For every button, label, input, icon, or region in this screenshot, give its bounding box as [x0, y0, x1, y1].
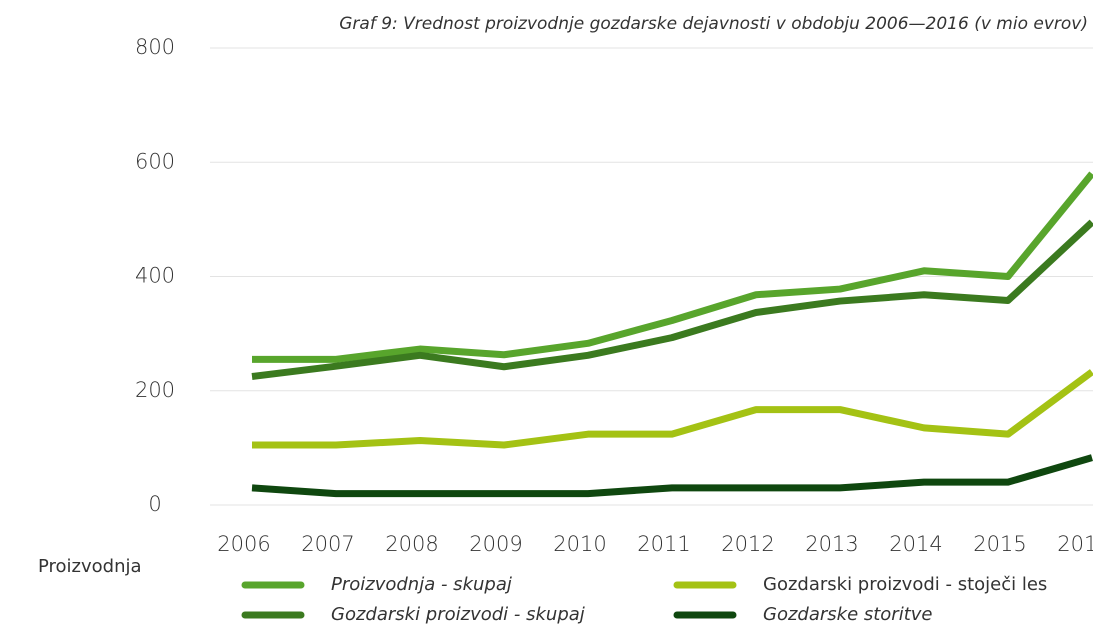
- x-tick-label: 2012: [721, 532, 774, 556]
- x-tick-label: 2011: [637, 532, 690, 556]
- x-axis-label: Proizvodnja: [38, 556, 142, 577]
- y-tick-label: 200: [135, 378, 175, 402]
- series-line: [251, 454, 1093, 498]
- x-tick-label: 2006: [217, 532, 270, 556]
- x-tick-label: 2008: [385, 532, 438, 556]
- chart-title: Graf 9: Vrednost proizvodnje gozdarske d…: [339, 14, 1088, 34]
- x-tick-label: 2007: [301, 532, 354, 556]
- series-line: [252, 369, 1093, 449]
- x-tick-label: 2016: [1057, 532, 1093, 556]
- y-tick-label: 400: [135, 264, 175, 288]
- series-line: [251, 219, 1093, 380]
- x-tick-label: 2010: [553, 532, 606, 556]
- legend-label: Proizvodnja - skupaj: [331, 574, 512, 595]
- series-line: [252, 171, 1093, 363]
- x-tick-label: 2014: [889, 532, 942, 556]
- legend-label: Gozdarski proizvodi - skupaj: [331, 604, 585, 625]
- x-tick-label: 2015: [973, 532, 1026, 556]
- y-tick-label: 0: [148, 492, 161, 516]
- y-tick-label: 600: [135, 149, 175, 173]
- y-tick-label: 800: [135, 35, 175, 59]
- legend-label: Gozdarski proizvodi - stoječi les: [763, 574, 1047, 595]
- x-tick-label: 2013: [805, 532, 858, 556]
- legend-label: Gozdarske storitve: [763, 604, 933, 625]
- x-tick-label: 2009: [469, 532, 522, 556]
